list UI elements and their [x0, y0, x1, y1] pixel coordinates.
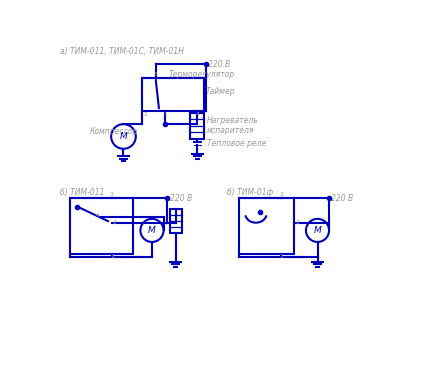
Text: М: М — [120, 132, 127, 141]
Text: 4: 4 — [196, 112, 200, 117]
Text: 220 В: 220 В — [170, 193, 192, 203]
Bar — [69, 198, 133, 253]
Text: 4: 4 — [96, 213, 100, 218]
Text: Тепловое реле: Тепловое реле — [207, 139, 266, 148]
Text: б) ТИМ-01ф: б) ТИМ-01ф — [227, 188, 273, 197]
Text: 3: 3 — [110, 192, 114, 197]
Text: 2: 2 — [295, 220, 299, 225]
Text: 2: 2 — [113, 220, 117, 225]
Text: 220 В: 220 В — [331, 193, 354, 203]
Text: М: М — [148, 226, 156, 235]
Text: 1: 1 — [279, 254, 283, 259]
Text: б) ТИМ-011: б) ТИМ-011 — [59, 188, 104, 197]
Bar — [239, 198, 295, 253]
Text: 220 В: 220 В — [208, 60, 230, 68]
Text: Таймер: Таймер — [206, 87, 236, 96]
Text: 1: 1 — [110, 254, 114, 259]
Bar — [170, 209, 182, 233]
Text: 3: 3 — [279, 192, 283, 197]
Text: 1: 1 — [163, 112, 167, 117]
Bar — [191, 112, 205, 139]
Text: Нагреватель
испарителя: Нагреватель испарителя — [207, 116, 258, 135]
Text: Компрессор: Компрессор — [90, 127, 138, 136]
Text: а) ТИМ-011, ТИМ-01С, ТИМ-01Н: а) ТИМ-011, ТИМ-01С, ТИМ-01Н — [59, 47, 184, 56]
Text: М: М — [314, 226, 321, 235]
Text: 3: 3 — [154, 72, 158, 77]
Text: 2: 2 — [143, 112, 147, 117]
Text: Терморегулятор: Терморегулятор — [169, 70, 235, 79]
Bar — [142, 78, 204, 111]
